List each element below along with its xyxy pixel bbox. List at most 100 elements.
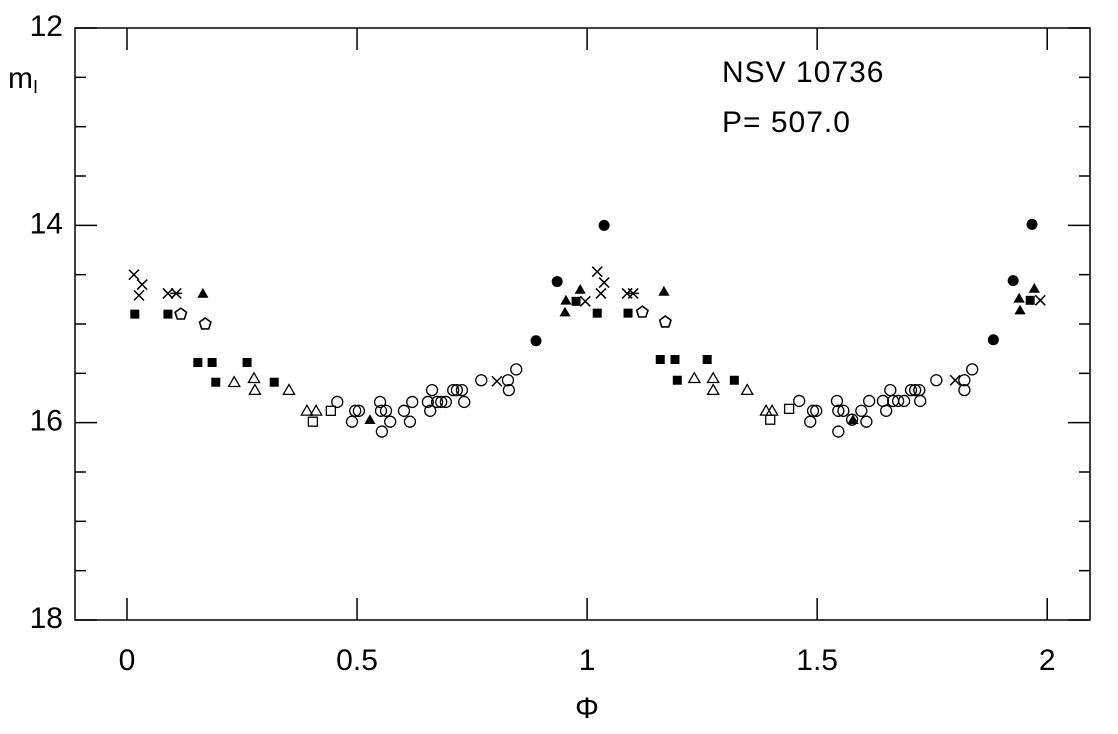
data-point xyxy=(197,287,209,298)
data-point xyxy=(958,374,971,387)
data-point xyxy=(242,357,252,367)
data-point xyxy=(450,383,464,397)
data-point xyxy=(421,395,435,409)
data-point xyxy=(832,425,845,438)
data-point xyxy=(759,403,773,416)
data-point xyxy=(282,383,296,396)
y-axis-label-main: m xyxy=(8,62,33,95)
data-point xyxy=(909,383,922,397)
data-point xyxy=(627,287,640,299)
data-point xyxy=(128,269,140,281)
data-point xyxy=(830,394,844,408)
data-point xyxy=(501,374,515,387)
data-point xyxy=(510,363,523,376)
data-point xyxy=(551,276,563,288)
data-point xyxy=(655,355,665,365)
data-point xyxy=(958,383,971,397)
data-point xyxy=(884,383,897,397)
data-point xyxy=(1034,294,1046,306)
data-point xyxy=(491,375,503,387)
data-point xyxy=(559,306,571,317)
data-point xyxy=(136,279,148,291)
data-point xyxy=(198,317,212,330)
data-point xyxy=(406,395,419,409)
data-point xyxy=(130,309,140,319)
data-point xyxy=(765,414,776,425)
data-point xyxy=(193,357,203,367)
data-point xyxy=(904,383,918,397)
data-point xyxy=(804,415,817,428)
data-point xyxy=(435,395,448,409)
data-point xyxy=(331,395,344,409)
x-axis-label: Φ xyxy=(575,692,599,725)
data-point xyxy=(424,404,437,417)
data-point xyxy=(706,371,720,384)
data-point xyxy=(832,404,845,417)
y-axis-label-sub: I xyxy=(33,77,38,97)
data-point xyxy=(880,404,893,417)
y-tick-label: 12 xyxy=(30,10,63,43)
y-tick-label: 14 xyxy=(30,207,63,240)
x-tick-label: 1.5 xyxy=(796,644,838,677)
data-point xyxy=(672,375,682,385)
data-point xyxy=(133,289,145,301)
data-point xyxy=(891,394,905,408)
data-point xyxy=(447,383,460,397)
data-point xyxy=(595,287,607,299)
x-tick-label: 0 xyxy=(119,644,136,677)
data-point xyxy=(1007,275,1019,287)
data-point xyxy=(806,404,820,417)
data-point xyxy=(475,374,488,387)
data-point xyxy=(897,394,911,408)
data-point xyxy=(162,287,174,299)
annotation: NSV 10736 xyxy=(722,56,884,89)
data-point xyxy=(1025,295,1035,305)
data-point xyxy=(930,374,943,387)
data-point xyxy=(765,403,779,416)
data-point xyxy=(793,394,806,408)
data-point xyxy=(247,371,261,384)
data-point xyxy=(706,383,720,396)
data-point xyxy=(740,383,754,396)
data-point xyxy=(269,377,279,387)
data-point xyxy=(345,415,359,428)
data-point xyxy=(574,284,586,294)
data-point xyxy=(1026,218,1038,230)
data-point xyxy=(966,363,979,376)
data-point xyxy=(248,383,262,396)
data-point xyxy=(375,425,389,438)
data-point xyxy=(623,308,633,318)
data-point xyxy=(439,395,452,409)
data-point xyxy=(349,404,362,417)
data-point xyxy=(163,309,173,319)
data-point xyxy=(847,414,859,424)
data-point xyxy=(397,404,411,417)
data-point xyxy=(1028,283,1040,293)
annotation: P= 507.0 xyxy=(722,106,851,139)
data-point xyxy=(530,335,542,347)
data-point xyxy=(1013,292,1025,303)
data-point xyxy=(307,416,319,427)
data-point xyxy=(430,395,444,409)
x-tick-label: 2 xyxy=(1039,644,1056,677)
data-point xyxy=(560,294,572,305)
data-point xyxy=(702,355,712,365)
data-point xyxy=(325,405,336,416)
data-point xyxy=(300,403,314,416)
data-point xyxy=(592,308,602,318)
data-point xyxy=(845,413,859,426)
data-point xyxy=(425,383,439,397)
data-point xyxy=(914,394,927,408)
data-point xyxy=(598,219,610,231)
data-point xyxy=(987,334,999,346)
data-point xyxy=(403,415,417,428)
data-point xyxy=(458,395,471,409)
data-point xyxy=(364,414,376,424)
data-point xyxy=(837,404,850,417)
data-point xyxy=(384,415,397,428)
data-point xyxy=(373,395,387,409)
data-point xyxy=(374,404,388,417)
data-point xyxy=(174,307,188,320)
data-point xyxy=(455,383,469,397)
data-point xyxy=(860,415,873,428)
